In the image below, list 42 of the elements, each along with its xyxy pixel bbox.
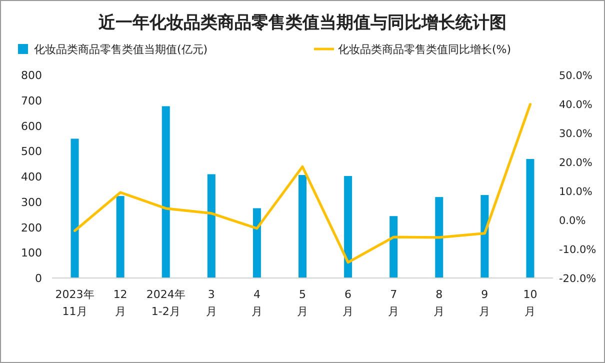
chart-title: 近一年化妆品类商品零售类值当期值与同比增长统计图 xyxy=(98,13,506,33)
x-tick-label: 8月 xyxy=(434,288,445,318)
y-tick-label: 800 xyxy=(21,69,42,82)
y2-tick-label: 50.0% xyxy=(559,70,592,82)
legend-label: 化妆品类商品零售类值当期值(亿元) xyxy=(34,43,208,56)
y-tick-label: 700 xyxy=(21,94,42,108)
y-tick-label: 500 xyxy=(21,145,42,158)
bar xyxy=(344,176,352,278)
bar xyxy=(480,195,489,278)
y2-tick-label: -20.0% xyxy=(559,273,596,285)
x-tick-label: 3月 xyxy=(206,288,217,318)
x-tick-label: 6月 xyxy=(342,288,354,318)
x-tick-label: 5月 xyxy=(297,288,308,318)
bar xyxy=(526,158,534,278)
y-tick-label: 600 xyxy=(21,120,42,133)
x-tick-label: 4月 xyxy=(251,288,262,318)
x-tick-label: 2024年1-2月 xyxy=(146,288,186,318)
bar xyxy=(298,174,306,278)
x-tick-label: 9月 xyxy=(479,288,490,318)
bar xyxy=(162,106,170,278)
y-tick-label: 400 xyxy=(21,170,42,184)
x-tick-label: 7月 xyxy=(388,288,400,318)
bar xyxy=(207,174,216,278)
x-tick-label: 10月 xyxy=(523,288,538,318)
y-tick-label: 100 xyxy=(21,246,42,260)
y2-tick-label: 30.0% xyxy=(559,128,592,140)
y-tick-label: 0 xyxy=(35,272,42,285)
x-tick-label: 2023年11月 xyxy=(55,288,94,318)
y2-tick-label: -10.0% xyxy=(559,244,596,256)
y2-tick-label: 40.0% xyxy=(559,99,592,111)
y2-tick-label: 10.0% xyxy=(559,186,592,198)
legend-label: 化妆品类商品零售类值同比增长(%) xyxy=(338,43,512,56)
x-tick-label: 12月 xyxy=(113,288,128,318)
y-tick-label: 300 xyxy=(21,196,42,209)
bar xyxy=(70,138,79,278)
y-tick-label: 200 xyxy=(21,221,42,234)
bar xyxy=(435,197,444,278)
bar xyxy=(390,216,398,278)
y2-tick-label: 0.0% xyxy=(559,215,586,227)
bar xyxy=(252,208,261,278)
bar xyxy=(116,196,124,278)
y2-tick-label: 20.0% xyxy=(559,157,592,169)
